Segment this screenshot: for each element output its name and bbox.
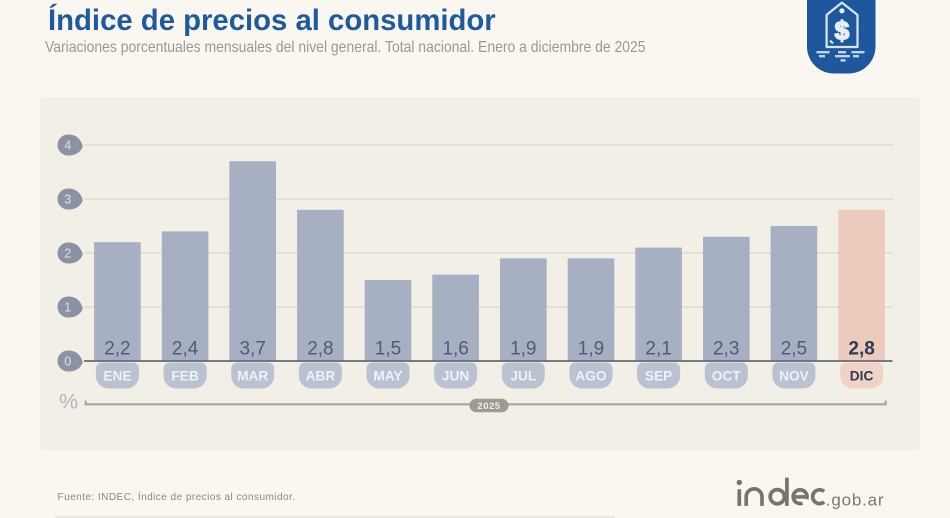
svg-text:2,2: 2,2 [104,339,130,360]
svg-text:2,8: 2,8 [848,339,874,360]
svg-text:$: $ [835,16,850,46]
svg-text:2025: 2025 [477,401,500,412]
svg-text:1,6: 1,6 [442,339,468,360]
svg-text:1,5: 1,5 [375,339,401,360]
svg-text:%: % [59,390,78,414]
svg-text:ENE: ENE [103,369,131,384]
svg-text:1,9: 1,9 [510,339,536,360]
svg-text:.gob.ar: .gob.ar [826,491,885,510]
svg-text:2,1: 2,1 [645,339,671,360]
svg-text:2,5: 2,5 [781,339,807,360]
svg-text:2,8: 2,8 [307,339,333,360]
svg-text:DIC: DIC [850,369,874,384]
svg-text:SEP: SEP [645,369,672,384]
svg-text:1: 1 [64,300,71,314]
svg-text:JUL: JUL [510,369,536,384]
svg-text:2: 2 [64,246,71,260]
svg-text:3: 3 [64,192,71,206]
svg-text:2,3: 2,3 [713,339,739,360]
svg-text:ABR: ABR [306,369,336,384]
svg-text:0: 0 [64,354,71,368]
svg-text:MAY: MAY [373,369,402,384]
svg-text:FEB: FEB [171,369,198,384]
svg-text:3,7: 3,7 [239,339,265,360]
svg-text:1,9: 1,9 [578,339,604,360]
svg-text:JUN: JUN [442,369,469,384]
svg-text:MAR: MAR [237,369,268,384]
svg-text:NOV: NOV [779,369,810,384]
svg-text:2,4: 2,4 [172,339,199,360]
svg-text:4: 4 [64,138,71,152]
svg-text:OCT: OCT [712,369,742,384]
svg-text:AGO: AGO [575,369,607,384]
